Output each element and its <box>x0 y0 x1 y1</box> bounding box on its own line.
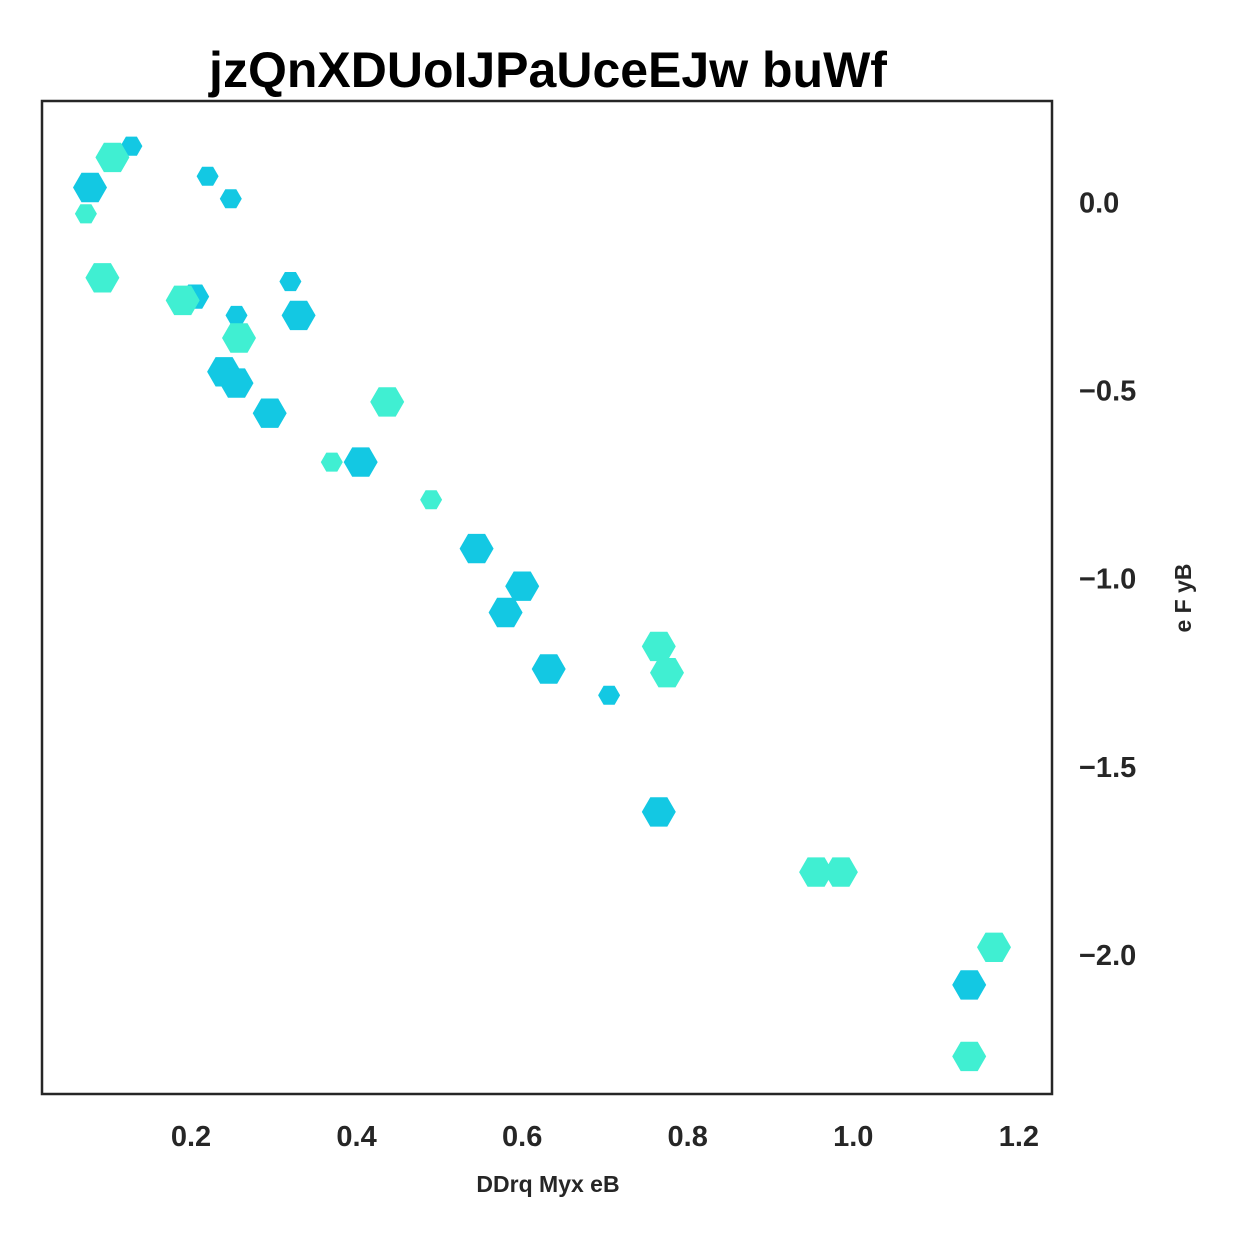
x-tick-label: 0.8 <box>668 1121 708 1153</box>
plot-frame <box>40 99 1054 1096</box>
y-tick-label: 0.0 <box>1079 188 1119 220</box>
data-point-32 <box>952 1041 987 1072</box>
data-point-24 <box>650 658 684 688</box>
x-axis-ticks: 0.2 0.4 0.6 0.8 1.0 1.2 <box>171 1121 1039 1153</box>
x-tick-label: 1.0 <box>833 1121 873 1153</box>
data-point-18 <box>343 447 378 477</box>
chart-title: jzQnXDUoIJPaUceEJw buWf <box>208 42 887 98</box>
data-point-31 <box>952 970 987 1000</box>
x-tick-label: 0.4 <box>336 1121 376 1153</box>
data-point-22 <box>488 597 523 628</box>
data-point-2 <box>73 172 107 203</box>
data-point-19 <box>420 490 443 510</box>
data-point-14 <box>219 368 254 398</box>
data-point-20 <box>459 533 494 564</box>
data-point-27 <box>641 797 676 827</box>
x-tick-label: 0.6 <box>502 1121 542 1153</box>
data-point-8 <box>165 285 200 316</box>
points-layer <box>73 136 1011 1072</box>
data-point-21 <box>505 571 540 601</box>
y-tick-label: −2.0 <box>1079 940 1136 972</box>
y-axis-label: e F yB <box>1170 563 1196 632</box>
data-point-26 <box>598 685 621 705</box>
x-tick-label: 0.2 <box>171 1121 211 1153</box>
y-tick-label: −1.0 <box>1079 564 1136 596</box>
data-point-5 <box>219 189 242 209</box>
data-point-25 <box>531 654 566 684</box>
data-point-15 <box>252 398 287 428</box>
y-tick-label: −0.5 <box>1079 376 1136 408</box>
data-point-16 <box>370 387 405 417</box>
y-axis-ticks: 0.0 −0.5 −1.0 −1.5 −2.0 <box>1079 188 1136 972</box>
data-point-17 <box>320 452 343 472</box>
data-point-4 <box>196 166 219 186</box>
data-point-30 <box>977 932 1011 962</box>
data-point-29 <box>823 857 858 887</box>
data-point-11 <box>281 300 316 331</box>
data-point-12 <box>222 323 256 353</box>
data-point-23 <box>641 631 676 662</box>
data-point-28 <box>799 857 834 887</box>
x-axis-label: DDrq Myx eB <box>476 1171 619 1197</box>
data-point-0 <box>120 136 143 156</box>
data-point-10 <box>225 305 248 325</box>
x-tick-label: 1.2 <box>999 1121 1039 1153</box>
data-point-6 <box>85 263 120 293</box>
data-point-1 <box>95 142 130 173</box>
data-point-9 <box>279 272 302 292</box>
y-tick-label: −1.5 <box>1079 752 1136 784</box>
data-point-3 <box>74 204 97 224</box>
